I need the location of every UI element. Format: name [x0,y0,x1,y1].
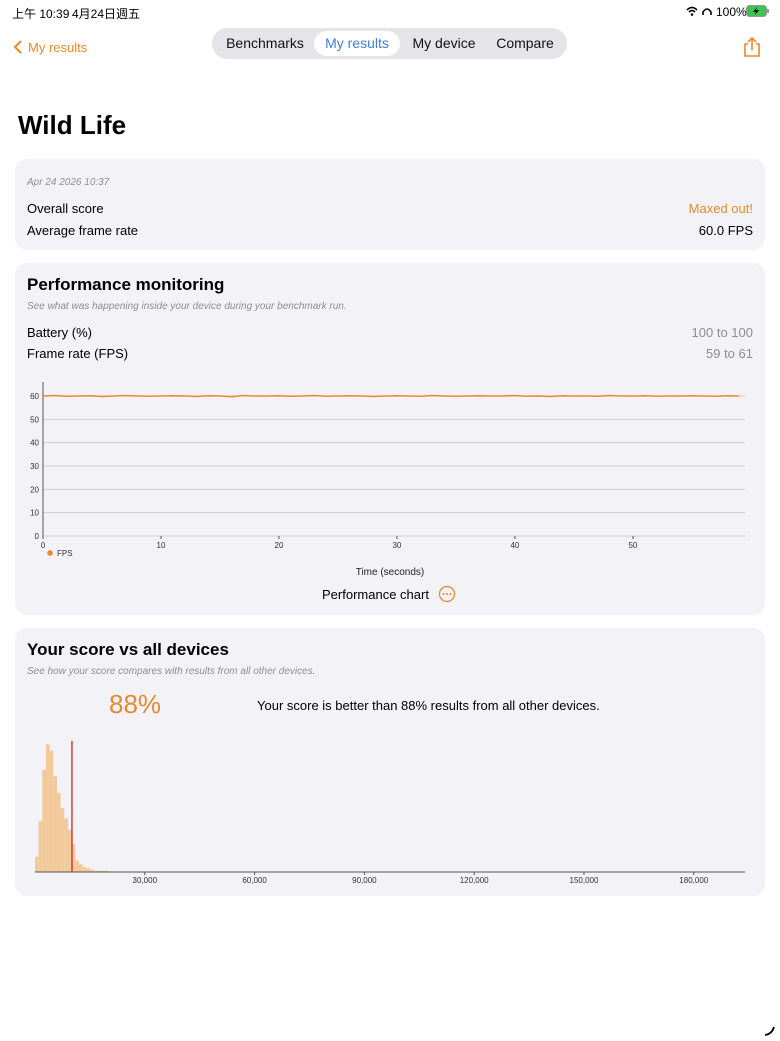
page-title: Wild Life [18,110,127,140]
histogram-bar [49,750,54,872]
histogram-bar [97,870,101,872]
row-label: Frame rate (FPS) [27,346,129,361]
histogram-bar [89,869,94,872]
segmented-control: Benchmarks My results My device Compare [212,28,567,59]
comparison-text: Your score is better than 88% results fr… [257,698,600,713]
summary-card: Apr 24 2026 10:37 Overall score Maxed ou… [15,159,765,250]
histogram-bar [35,856,39,872]
row-label: Overall score [27,201,104,216]
histogram-bar [82,866,87,872]
histogram-bar [104,870,109,872]
tab[interactable]: Compare [496,35,554,51]
distribution-chart: 30,000 60,000 90,000 120,000 150,000 180,000 [35,741,745,885]
histogram-bar [42,769,46,872]
performance-card: Performance monitoring See what was happ… [15,263,765,615]
status-time: 上午 10:39 [12,7,70,21]
status-date: 4月24日週五 [72,7,141,21]
performance-chart: 0 10 20 30 40 50 60 0 10 20 30 40 50 FPS Time (seconds… [30,382,745,578]
section-title: Performance monitoring [27,275,225,294]
back-label: My results [28,40,88,55]
status-icons [686,6,712,16]
section-subtitle: See what was happening inside your devic… [27,301,347,312]
x-tick-label: 150,000 [570,876,599,885]
x-tick-label: 120,000 [460,876,489,885]
x-tick-label: 10 [157,541,166,550]
x-tick-label: 90,000 [352,876,377,885]
line-series [42,394,740,398]
tab[interactable]: My results [314,31,400,56]
back-chevron [13,40,22,54]
histogram-bar [93,870,98,872]
histogram-bar [60,808,65,872]
histogram-bar [67,829,72,872]
row-label: Average frame rate [27,223,139,238]
back-button[interactable]: My results [12,39,87,55]
y-tick-label: 10 [30,509,39,518]
histogram-bar [100,870,105,872]
histogram-bar [86,868,90,872]
tab[interactable]: Benchmarks [226,35,304,51]
row-value: 100 to 100 [691,325,753,340]
y-tick-label: 60 [30,392,39,401]
y-tick-label: 50 [30,415,39,424]
row-label: Battery (%) [27,325,93,340]
percentile: 88% [109,689,162,719]
performance-chart-button[interactable]: Performance chart [322,585,456,603]
share-button[interactable] [742,36,762,58]
row-value: Maxed out! [688,201,753,216]
histogram-bar [78,864,83,872]
status-battery: 100% [716,5,747,19]
x-tick-label: 20 [275,541,284,550]
x-tick-label: 180,000 [679,876,708,885]
corner-indicator [764,1026,775,1036]
legend-marker [47,550,53,556]
histogram-bar [53,776,57,872]
button-label: Performance chart [322,587,429,602]
x-tick-label: 0 [41,541,46,550]
section-title: Your score vs all devices [27,640,229,659]
x-tick-label: 50 [628,541,637,550]
x-tick-label: 30,000 [133,876,158,885]
histogram-bar [71,843,76,872]
histogram-bar [64,818,68,872]
y-tick-label: 20 [30,485,39,494]
x-tick-label: 40 [510,541,519,550]
legend-label: FPS [57,549,73,558]
comparison-card: Your score vs all devices See how your s… [15,628,765,896]
result-date: Apr 24 2026 10:37 [27,177,110,188]
x-tick-label: 60,000 [242,876,267,885]
x-tick-label: 30 [392,541,401,550]
y-tick-label: 30 [30,462,39,471]
y-tick-label: 40 [30,439,39,448]
histogram-bar [56,792,61,872]
x-axis-label: Time (seconds) [356,567,425,578]
section-subtitle: See how your score compares with results… [27,666,316,677]
row-value: 60.0 FPS [698,223,753,238]
histogram-bar [75,860,79,872]
battery-icon [746,5,769,17]
y-tick-label: 0 [35,532,40,541]
histogram-bar [38,820,43,872]
row-value: 59 to 61 [706,346,753,361]
more-icon [438,585,455,603]
histogram-bar [45,744,50,872]
tab[interactable]: My device [412,35,476,51]
